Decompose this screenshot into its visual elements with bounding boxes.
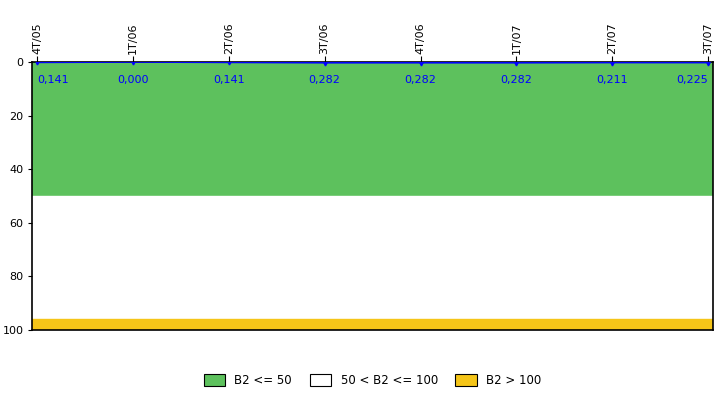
- Bar: [32, 319, 713, 330]
- Text: 0,282: 0,282: [405, 75, 436, 85]
- Text: 0,282: 0,282: [500, 75, 532, 85]
- Bar: [32, 62, 713, 196]
- Text: 0,225: 0,225: [676, 75, 708, 85]
- Bar: [32, 196, 713, 330]
- Legend: B2 <= 50, 50 < B2 <= 100, B2 > 100: B2 <= 50, 50 < B2 <= 100, B2 > 100: [198, 368, 547, 393]
- Text: 0,141: 0,141: [37, 75, 69, 85]
- Text: 0,282: 0,282: [309, 75, 341, 85]
- Text: 0,211: 0,211: [596, 75, 628, 85]
- Text: 0,000: 0,000: [117, 75, 149, 85]
- Text: 0,141: 0,141: [213, 75, 245, 85]
